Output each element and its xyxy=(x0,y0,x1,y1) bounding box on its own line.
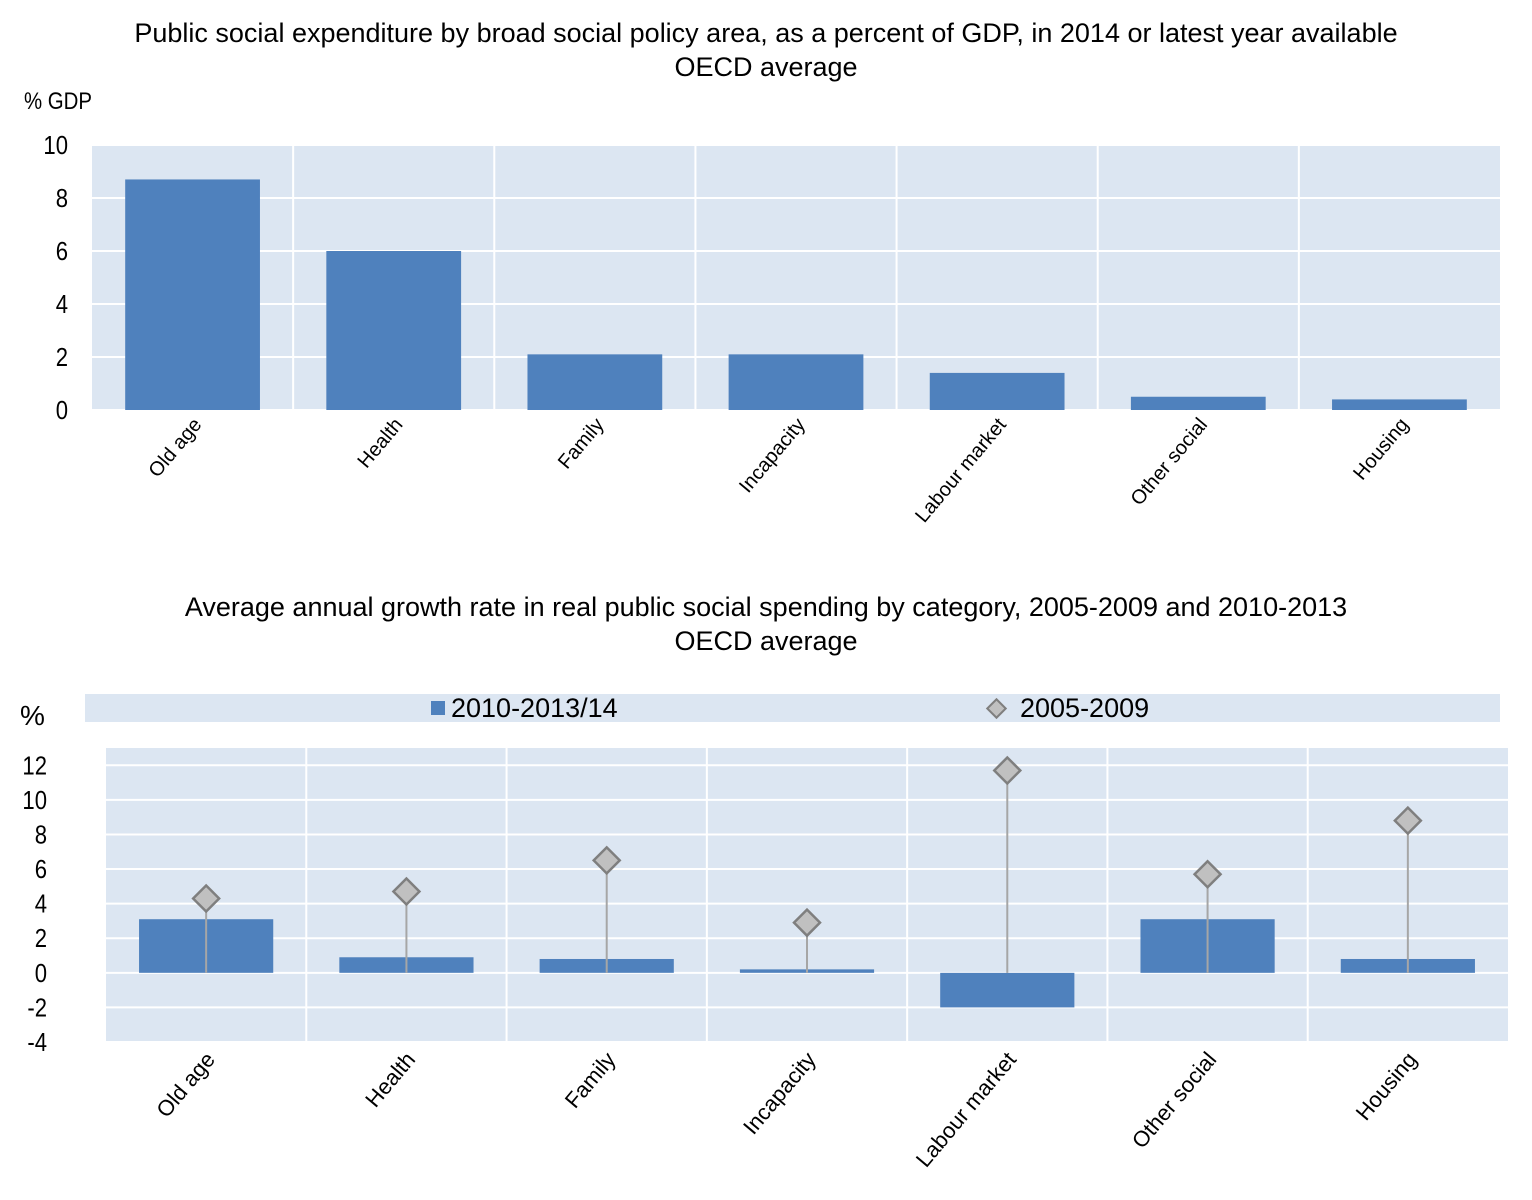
chart2-x-tick-label: Old age xyxy=(151,1047,220,1122)
legend-label-markers: 2005-2009 xyxy=(1020,692,1150,723)
chart2-diamond-marker xyxy=(1192,859,1223,890)
chart2-y-tick-label: 6 xyxy=(35,855,47,884)
chart1-bar xyxy=(125,179,260,410)
chart1-bar xyxy=(728,354,864,410)
chart1-bar xyxy=(929,372,1065,410)
chart2-y-tick-label: 2 xyxy=(35,925,47,954)
chart2-y-tick-label: 0 xyxy=(35,959,47,988)
chart1-bar xyxy=(527,354,663,410)
chart1-bar xyxy=(1130,396,1266,410)
chart2-subtitle: OECD average xyxy=(674,626,858,656)
chart1-x-tick-label: Health xyxy=(354,414,408,472)
chart2-x-tick-label: Health xyxy=(360,1047,420,1112)
legend-item-bars: 2010-2013/14 xyxy=(431,692,618,723)
chart2-y-tick-label: 12 xyxy=(22,752,47,781)
chart2-title: Average annual growth rate in real publi… xyxy=(0,590,1532,658)
chart2-plot-area xyxy=(106,748,1508,1042)
chart1-x-tick-label: Labour market xyxy=(911,414,1011,527)
chart2-diamond-marker xyxy=(1393,805,1423,836)
chart2-y-tick-label: 8 xyxy=(35,821,47,850)
chart1-y-tick-label: 10 xyxy=(43,131,68,160)
legend-item-markers: 2005-2009 xyxy=(985,692,1150,723)
chart2-bar xyxy=(940,972,1075,1008)
chart2-x-tick-label: Incapacity xyxy=(738,1047,821,1139)
chart2-y-tick-label: -4 xyxy=(27,1028,47,1057)
chart2-x-tick-label: Other social xyxy=(1127,1047,1222,1153)
chart1-bar xyxy=(326,251,462,410)
chart2-diamond-marker xyxy=(591,845,622,876)
chart2-diamond-marker xyxy=(191,883,221,914)
chart2-diamond-marker xyxy=(391,876,422,907)
chart1-y-tick-label: 4 xyxy=(56,290,68,319)
chart1-y-tick-label: 6 xyxy=(56,237,68,266)
chart1-y-tick-label: 8 xyxy=(56,184,68,213)
chart2-y-tick-label: -2 xyxy=(27,994,47,1023)
chart1-x-tick-label: Housing xyxy=(1349,414,1413,484)
chart1-x-tick-label: Other social xyxy=(1127,414,1212,510)
chart1-title-main: Public social expenditure by broad socia… xyxy=(134,18,1398,48)
legend-label-bars: 2010-2013/14 xyxy=(451,692,618,723)
chart1-y-axis-label: % GDP xyxy=(24,88,93,115)
chart1-title: Public social expenditure by broad socia… xyxy=(0,16,1532,84)
chart2-title-main: Average annual growth rate in real publi… xyxy=(184,592,1348,622)
chart1-y-tick-label: 0 xyxy=(56,396,68,425)
chart2-diamond-marker xyxy=(792,907,822,938)
chart1-subtitle: OECD average xyxy=(674,52,858,82)
chart1-x-tick-label: Incapacity xyxy=(735,414,810,497)
chart2-y-tick-label: 4 xyxy=(35,890,47,919)
chart2-legend: 2010-2013/14 2005-2009 xyxy=(85,692,1500,723)
legend-swatch-bar xyxy=(431,701,445,715)
chart1-bar xyxy=(1332,399,1467,410)
chart2-diamond-marker xyxy=(992,755,1023,786)
chart2-x-tick-label: Housing xyxy=(1351,1047,1422,1125)
chart2-y-tick-label: 10 xyxy=(22,786,47,815)
chart1-x-tick-label: Family xyxy=(554,414,609,473)
chart2-x-tick-label: Family xyxy=(560,1047,621,1113)
chart2-y-axis-label: % xyxy=(20,700,45,731)
chart1-x-tick-label: Old age xyxy=(145,414,207,482)
chart2-x-tick-label: Labour market xyxy=(911,1047,1021,1172)
chart1-y-tick-label: 2 xyxy=(56,343,68,372)
